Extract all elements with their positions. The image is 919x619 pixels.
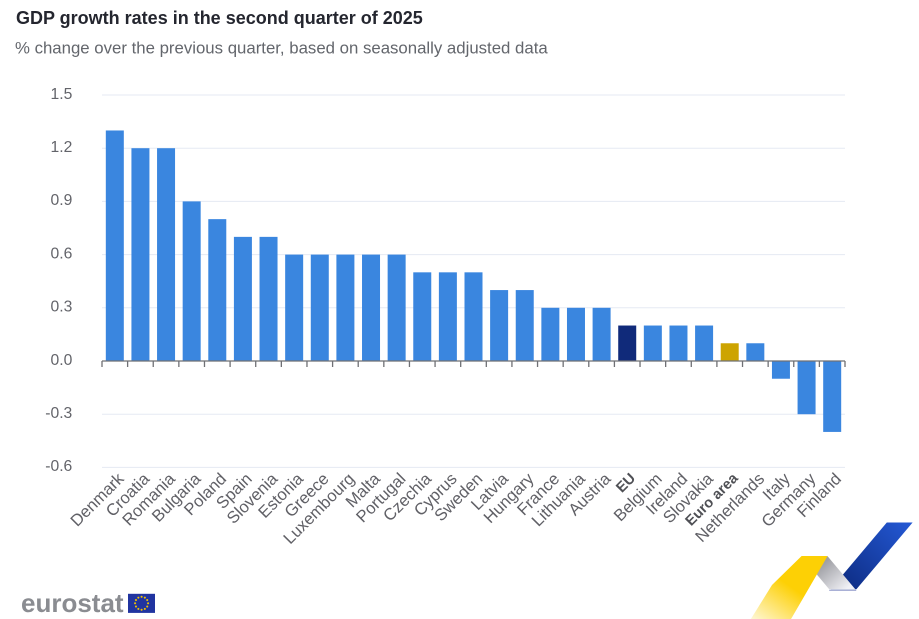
svg-text:GDP growth rates in the second: GDP growth rates in the second quarter o… (16, 8, 423, 28)
svg-text:-0.3: -0.3 (45, 405, 72, 422)
svg-text:1.2: 1.2 (50, 139, 72, 156)
svg-text:0.0: 0.0 (50, 352, 72, 369)
svg-text:% change over the previous qua: % change over the previous quarter, base… (15, 39, 548, 58)
svg-text:0.3: 0.3 (50, 299, 72, 316)
svg-text:eurostat: eurostat (21, 588, 124, 618)
svg-text:0.6: 0.6 (50, 245, 72, 262)
svg-text:1.5: 1.5 (50, 86, 72, 103)
svg-text:-0.6: -0.6 (45, 458, 72, 475)
svg-text:0.9: 0.9 (50, 192, 72, 209)
